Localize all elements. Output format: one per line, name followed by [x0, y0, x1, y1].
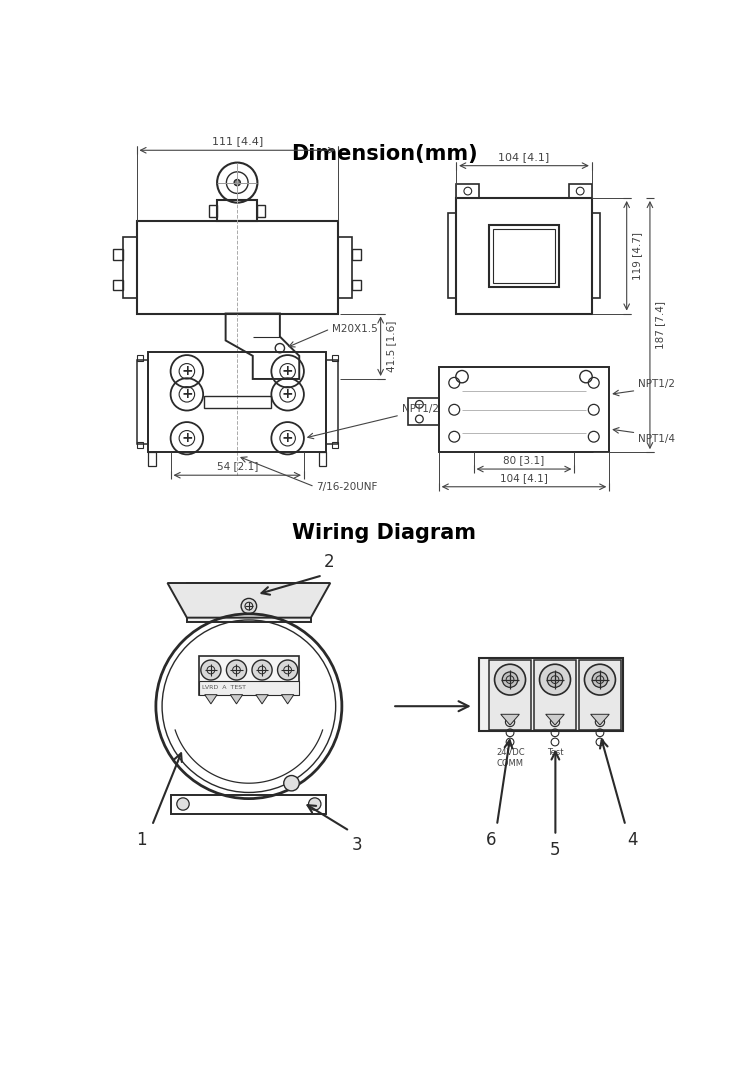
Bar [592, 214, 599, 298]
Polygon shape [501, 714, 520, 725]
Bar [489, 224, 559, 287]
Circle shape [547, 672, 562, 687]
Bar [187, 583, 311, 622]
Circle shape [201, 660, 221, 680]
Bar [327, 359, 338, 445]
Circle shape [252, 660, 272, 680]
Bar [489, 659, 532, 729]
Circle shape [550, 718, 559, 726]
Bar [456, 199, 592, 314]
Text: Wiring Diagram: Wiring Diagram [292, 523, 476, 543]
Text: 24VDC
COMM: 24VDC COMM [496, 748, 525, 767]
Bar [352, 249, 361, 260]
Circle shape [593, 672, 608, 687]
Text: +: + [282, 432, 294, 446]
Circle shape [241, 599, 257, 614]
Bar [198, 681, 299, 695]
Polygon shape [256, 695, 268, 704]
Bar [217, 200, 258, 221]
Polygon shape [205, 695, 217, 704]
Circle shape [226, 660, 246, 680]
Bar [448, 214, 456, 298]
Bar [204, 396, 270, 408]
Text: 187 [7.4]: 187 [7.4] [656, 301, 665, 350]
Text: LVRD  A  TEST: LVRD A TEST [202, 685, 246, 691]
Circle shape [596, 718, 605, 726]
Text: 3: 3 [352, 835, 363, 853]
Polygon shape [231, 695, 243, 704]
Text: +: + [282, 387, 294, 401]
Text: 54 [2.1]: 54 [2.1] [216, 462, 258, 472]
Text: 5: 5 [550, 841, 561, 859]
Text: NPT1/4: NPT1/4 [638, 435, 675, 445]
Bar [493, 229, 555, 283]
Circle shape [505, 718, 514, 726]
Bar [408, 398, 439, 425]
Bar [258, 205, 265, 217]
Bar [113, 279, 122, 290]
Text: 4: 4 [627, 831, 638, 849]
Circle shape [539, 665, 571, 695]
Circle shape [502, 672, 517, 687]
Text: Test: Test [547, 748, 564, 757]
Text: 2: 2 [324, 552, 334, 571]
Bar [479, 658, 623, 732]
Bar [113, 249, 122, 260]
Circle shape [234, 179, 240, 186]
Polygon shape [590, 714, 609, 725]
Text: 41.5 [1.6]: 41.5 [1.6] [386, 320, 396, 372]
Text: +: + [181, 387, 193, 401]
Circle shape [176, 797, 189, 810]
Text: 111 [4.4]: 111 [4.4] [212, 136, 263, 147]
Bar [332, 442, 338, 448]
Polygon shape [546, 714, 564, 725]
Bar [534, 659, 576, 729]
Circle shape [278, 660, 297, 680]
Text: 80 [3.1]: 80 [3.1] [503, 455, 544, 465]
Text: Dimension(mm): Dimension(mm) [291, 145, 478, 164]
Bar [148, 352, 327, 452]
Bar [569, 185, 592, 199]
Text: 104 [4.1]: 104 [4.1] [500, 473, 548, 483]
Text: M20X1.5: M20X1.5 [332, 324, 378, 333]
Text: 119 [4.7]: 119 [4.7] [632, 232, 642, 279]
Circle shape [309, 797, 321, 810]
Bar [198, 656, 299, 695]
Circle shape [495, 665, 526, 695]
Text: +: + [181, 365, 193, 379]
Circle shape [584, 665, 616, 695]
Polygon shape [282, 695, 294, 704]
Text: +: + [282, 365, 294, 379]
Bar [137, 221, 338, 314]
Bar [137, 442, 143, 448]
Bar [318, 452, 327, 466]
Text: 104 [4.1]: 104 [4.1] [499, 152, 550, 162]
Bar [122, 236, 137, 298]
Bar [439, 368, 609, 452]
Bar [332, 355, 338, 361]
Text: NPT1/2: NPT1/2 [638, 379, 675, 388]
Text: 1: 1 [137, 831, 147, 849]
Bar [137, 359, 148, 445]
Text: 6: 6 [485, 831, 496, 849]
Bar [137, 355, 143, 361]
Bar [148, 452, 156, 466]
Bar [456, 185, 479, 199]
Text: +: + [181, 432, 193, 446]
Bar [578, 659, 621, 729]
Bar [171, 795, 327, 814]
Circle shape [284, 776, 299, 791]
Text: NPT1/2: NPT1/2 [402, 404, 439, 413]
Bar [210, 205, 217, 217]
Polygon shape [167, 583, 330, 617]
Bar [338, 236, 352, 298]
Text: 7/16-20UNF: 7/16-20UNF [316, 481, 378, 492]
Bar [352, 279, 361, 290]
